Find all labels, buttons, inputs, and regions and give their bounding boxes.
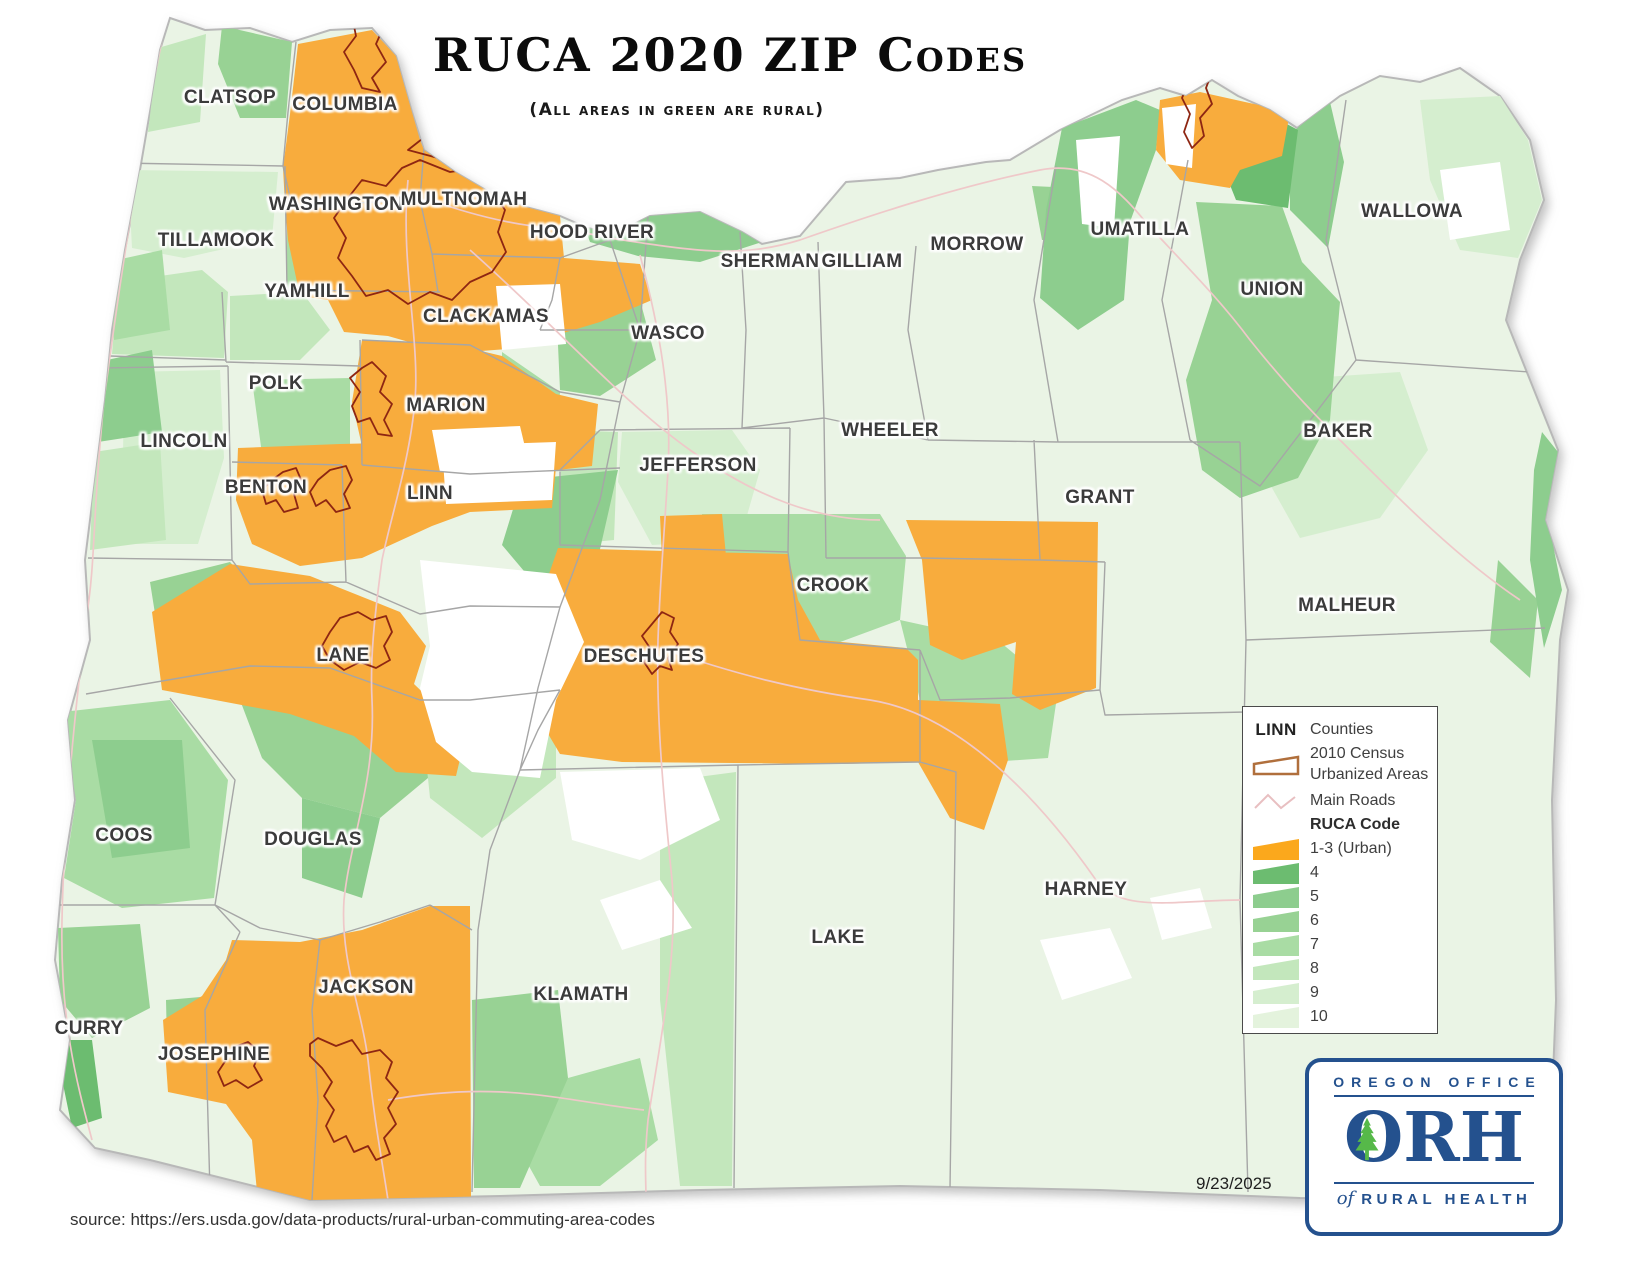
county-label-harney: HARNEY xyxy=(1044,879,1128,900)
pine-tree-icon xyxy=(1355,1117,1379,1161)
legend-row-code8: 8 xyxy=(1251,957,1431,981)
map-date: 9/23/2025 xyxy=(1196,1174,1272,1193)
county-label-wheeler: WHEELER xyxy=(841,420,939,441)
ruca-urban-label: 1-3 (Urban) xyxy=(1310,840,1392,857)
county-label-linn: LINN xyxy=(407,483,453,504)
legend-row-code10: 10 xyxy=(1251,1005,1431,1029)
county-label-polk: POLK xyxy=(248,373,304,394)
legend-row-code7: 7 xyxy=(1251,933,1431,957)
roads-legend-label: Main Roads xyxy=(1310,791,1396,809)
county-label-sherman: SHERMAN xyxy=(720,251,820,272)
ruca-5-label: 5 xyxy=(1310,888,1319,905)
logo-tagline: of RURAL HEALTH xyxy=(1337,1188,1532,1209)
county-label-wallowa: WALLOWA xyxy=(1360,201,1464,222)
county-label-josephine: JOSEPHINE xyxy=(157,1044,271,1065)
county-label-clatsop: CLATSOP xyxy=(183,87,277,108)
county-symbol-label: LINN xyxy=(1255,719,1297,739)
main-roads-swatch-icon xyxy=(1254,793,1296,809)
county-label-lincoln: LINCOLN xyxy=(140,431,228,452)
logo-rule-top xyxy=(1334,1095,1534,1097)
county-borders xyxy=(58,41,1546,1200)
county-label-benton: BENTON xyxy=(224,477,308,498)
urbanized-legend-label-line1: 2010 Census xyxy=(1310,745,1405,763)
county-label-coos: COOS xyxy=(95,825,153,846)
legend-row-counties: LINN Counties xyxy=(1251,717,1431,742)
ruca-8-label: 8 xyxy=(1310,960,1319,977)
county-label-crook: CROOK xyxy=(796,575,870,596)
county-label-tillamook: TILLAMOOK xyxy=(157,230,275,251)
ruca-6-label: 6 xyxy=(1310,912,1319,929)
county-label-umatilla: UMATILLA xyxy=(1090,219,1190,240)
source-citation: source: https://ers.usda.gov/data-produc… xyxy=(70,1210,655,1229)
ruca-7-label: 7 xyxy=(1310,936,1319,953)
county-label-wasco: WASCO xyxy=(631,323,705,344)
ruca-9-label: 9 xyxy=(1310,984,1319,1001)
logo-of-word: of xyxy=(1336,1188,1355,1209)
ruca-code-heading: RUCA Code xyxy=(1310,816,1401,833)
ruca-8-swatch-icon xyxy=(1253,959,1299,980)
county-label-jefferson: JEFFERSON xyxy=(639,455,757,476)
county-label-morrow: MORROW xyxy=(930,234,1024,255)
ruca-6-swatch-icon xyxy=(1253,911,1299,932)
county-label-grant: GRANT xyxy=(1065,487,1135,508)
ruca-10-swatch-icon xyxy=(1253,1007,1299,1028)
map-legend: LINN Counties 2010 Census Urbanized Area… xyxy=(1242,706,1438,1034)
nodata-white-patches xyxy=(420,104,1510,1000)
legend-row-urbanized: 2010 Census Urbanized Areas xyxy=(1251,742,1431,788)
ruca-10-label: 10 xyxy=(1310,1008,1328,1025)
legend-row-code4: 4 xyxy=(1251,861,1431,885)
county-label-hood-river: HOOD RIVER xyxy=(529,222,655,243)
county-label-jackson: JACKSON xyxy=(318,977,414,998)
urbanized-legend-label-line2: Urbanized Areas xyxy=(1310,766,1429,783)
ruca-5-swatch-icon xyxy=(1253,887,1299,908)
county-label-curry: CURRY xyxy=(54,1018,124,1039)
county-label-gilliam: GILLIAM xyxy=(821,251,903,272)
ruca-9-swatch-icon xyxy=(1253,983,1299,1004)
counties-legend-label: Counties xyxy=(1310,720,1374,738)
county-label-union: UNION xyxy=(1240,279,1304,300)
ruca-4-swatch-icon xyxy=(1253,863,1299,884)
county-label-lake: LAKE xyxy=(811,927,865,948)
county-label-deschutes: DESCHUTES xyxy=(583,646,705,667)
ruca-urban-swatch-icon xyxy=(1253,839,1299,860)
legend-row-urban: 1-3 (Urban) xyxy=(1251,837,1431,861)
logo-rural-health: RURAL HEALTH xyxy=(1361,1191,1532,1208)
orh-logo: OREGON OFFICE ORH of RURAL HEALTH xyxy=(1305,1058,1563,1236)
logo-acronym-row: ORH xyxy=(1344,1099,1524,1177)
legend-row-roads: Main Roads xyxy=(1251,788,1431,813)
ruca-4-label: 4 xyxy=(1310,864,1319,881)
logo-office-line: OREGON OFFICE xyxy=(1333,1074,1542,1090)
county-label-columbia: COLUMBIA xyxy=(292,94,398,115)
county-label-clackamas: CLACKAMAS xyxy=(422,306,550,327)
county-label-lane: LANE xyxy=(316,645,370,666)
county-label-washington: WASHINGTON xyxy=(268,194,404,215)
county-label-yamhill: YAMHILL xyxy=(264,281,350,302)
urbanized-area-swatch-icon xyxy=(1252,755,1300,776)
county-label-marion: MARION xyxy=(406,395,486,416)
county-label-multnomah: MULTNOMAH xyxy=(400,189,528,210)
legend-row-code6: 6 xyxy=(1251,909,1431,933)
ruca-7-swatch-icon xyxy=(1253,935,1299,956)
legend-row-code9: 9 xyxy=(1251,981,1431,1005)
logo-rule-bottom xyxy=(1334,1182,1534,1184)
county-label-baker: BAKER xyxy=(1303,421,1373,442)
page-title: RUCA 2020 ZIP Codes xyxy=(432,28,1028,82)
county-label-malheur: MALHEUR xyxy=(1298,595,1396,616)
legend-row-code5: 5 xyxy=(1251,885,1431,909)
county-label-douglas: DOUGLAS xyxy=(264,829,362,850)
page-subtitle: (All areas in green are rural) xyxy=(529,100,825,120)
county-label-klamath: KLAMATH xyxy=(533,984,629,1005)
